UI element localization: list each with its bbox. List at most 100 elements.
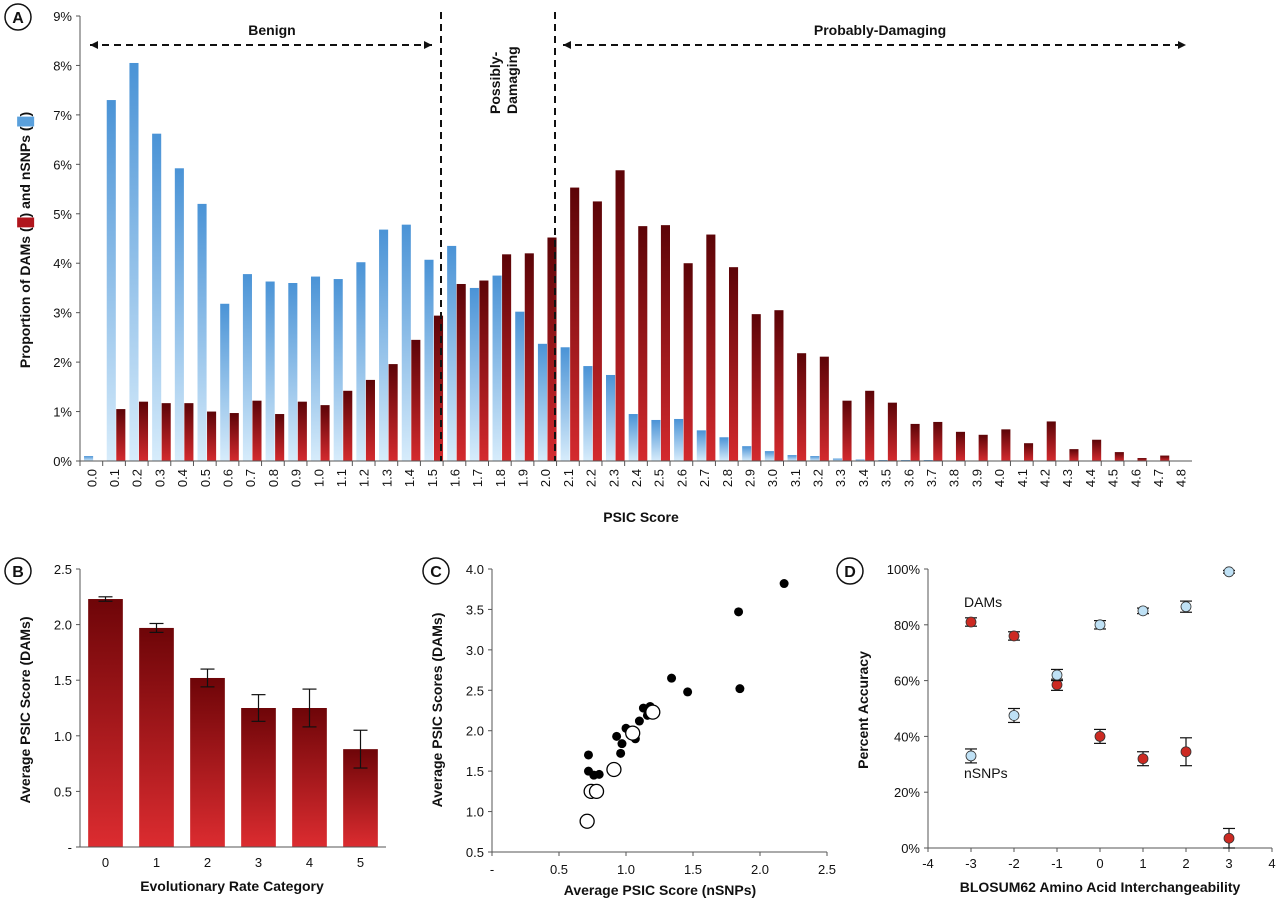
panel-d-letter: D bbox=[844, 564, 856, 581]
panel-d-y-tick-label: 100% bbox=[887, 562, 921, 577]
panel-a-bar-nsnp bbox=[197, 203, 207, 461]
panel-a-bar-dam bbox=[207, 411, 217, 461]
panel-c-letter: C bbox=[430, 564, 442, 581]
panel-a-x-tick-label: 4.6 bbox=[1128, 469, 1143, 487]
panel-a-x-tick-label: 1.4 bbox=[402, 469, 417, 487]
panel-b-x-tick-label: 0 bbox=[102, 855, 109, 870]
panel-a-x-tick-label: 1.8 bbox=[493, 469, 508, 487]
panel-b-x-tick-label: 1 bbox=[153, 855, 160, 870]
panel-b-bar-chart: B - 0.5 1.0 1.5 2.0 2.5 0 1 2 3 4 5 Evolutionary Ra… bbox=[4, 557, 386, 894]
panel-a-x-tick-label: 2.4 bbox=[629, 469, 644, 487]
panel-d-point-nsnps bbox=[965, 750, 977, 762]
panel-a-bar-dam bbox=[547, 237, 557, 461]
panel-c-y-tick-label: 3.5 bbox=[466, 602, 484, 617]
panel-c-y-tick-label: 1.0 bbox=[466, 805, 484, 820]
panel-a-bar-dam bbox=[683, 263, 693, 461]
panel-c-point-filled bbox=[683, 687, 693, 697]
panel-a-x-tick-label: 2.5 bbox=[652, 469, 667, 487]
panel-a-bar-nsnp bbox=[719, 437, 729, 461]
panel-a-bar-nsnp bbox=[810, 456, 820, 461]
panel-a-x-tick-label: 3.1 bbox=[788, 469, 803, 487]
panel-a-x-tick-label: 2.0 bbox=[538, 469, 553, 487]
panel-c-point-filled bbox=[667, 673, 677, 683]
panel-c-badge bbox=[422, 557, 450, 585]
panel-a-bar-nsnp bbox=[333, 279, 343, 461]
panel-d-x-tick-label: -3 bbox=[965, 856, 977, 871]
panel-b-y-tick-label: 2.0 bbox=[54, 618, 72, 633]
panel-d-x-axis-label: BLOSUM62 Amino Acid Interchangeability bbox=[960, 879, 1241, 895]
panel-b-x-tick-label: 4 bbox=[306, 855, 313, 870]
panel-a-x-tick-label: 4.8 bbox=[1174, 469, 1189, 487]
panel-a-bar-dam bbox=[729, 267, 739, 461]
panel-d-point-nsnps bbox=[1008, 710, 1020, 721]
panel-a-x-tick-label: 1.3 bbox=[379, 469, 394, 487]
panel-a-x-tick-label: 2.7 bbox=[697, 469, 712, 487]
panel-a-bar-nsnp bbox=[310, 276, 321, 461]
panel-a-bar-nsnp bbox=[696, 430, 706, 461]
panel-c-y-tick-label: 2.0 bbox=[466, 724, 484, 739]
panel-a-bar-nsnp bbox=[560, 347, 570, 461]
panel-c-point-open bbox=[579, 813, 595, 829]
panel-a-bar-nsnp bbox=[515, 311, 525, 461]
panel-c-point-open bbox=[588, 783, 605, 800]
panel-a-bar-dam bbox=[138, 401, 149, 461]
panel-a-x-tick-label: 3.2 bbox=[811, 469, 826, 487]
panel-a-x-tick-label: 0.9 bbox=[289, 469, 304, 487]
panel-b-bar bbox=[241, 708, 276, 847]
panel-c-y-tick-label: 1.5 bbox=[466, 764, 484, 779]
panel-a-bar-dam bbox=[479, 280, 489, 461]
panel-a-letter: A bbox=[12, 10, 24, 27]
panel-a-bar-dam bbox=[887, 402, 897, 461]
panel-a-x-tick-label: 0.3 bbox=[152, 469, 167, 487]
panel-a-x-axis-label: PSIC Score bbox=[603, 509, 679, 525]
panel-b-y-tick-label: 1.0 bbox=[54, 729, 72, 744]
panel-d-point-nsnps bbox=[1180, 601, 1192, 613]
panel-a-x-tick-label: 2.9 bbox=[742, 469, 757, 487]
panel-b-x-tick-label: 5 bbox=[357, 855, 364, 870]
panel-d-badge bbox=[836, 557, 864, 585]
panel-a-x-tick-label: 4.2 bbox=[1037, 469, 1052, 487]
panel-a-x-tick-label: 2.2 bbox=[584, 469, 599, 487]
panel-c-point-filled bbox=[583, 750, 593, 760]
panel-a-bar-dam bbox=[819, 356, 829, 461]
panel-b-bar bbox=[139, 627, 174, 847]
panel-c-point-filled bbox=[779, 579, 789, 589]
panel-a-bar-dam bbox=[1046, 421, 1056, 461]
panel-a-bar-dam bbox=[1001, 429, 1011, 461]
panel-a-bar-nsnp bbox=[764, 451, 774, 461]
panel-d-y-tick-label: 20% bbox=[894, 785, 920, 800]
panel-a-bar-nsnp bbox=[220, 303, 230, 461]
panel-d-point-dams bbox=[1008, 630, 1020, 642]
panel-c-point-open bbox=[625, 725, 641, 741]
panel-c-y-axis-label: Average PSIC Scores (DAMs) bbox=[429, 613, 445, 808]
panel-a-bar-dam bbox=[1024, 443, 1034, 461]
panel-c-x-tick-label: 0.5 bbox=[550, 862, 568, 877]
panel-a-bar-nsnp bbox=[492, 275, 502, 461]
panel-d-point-nsnps bbox=[1051, 669, 1063, 681]
panel-a-bar-nsnp bbox=[651, 419, 661, 461]
panel-a-x-tick-label: 1.9 bbox=[516, 469, 531, 487]
panel-b-x-axis-label: Evolutionary Rate Category bbox=[140, 878, 324, 894]
panel-c-x-tick-label: 2.0 bbox=[751, 862, 769, 877]
panel-a-bar-dam bbox=[955, 431, 966, 461]
panel-a-bar-dam bbox=[320, 405, 330, 461]
panel-d-point-nsnps bbox=[1094, 619, 1106, 631]
panel-a-bar-dam bbox=[933, 421, 943, 461]
panel-a-bar-dam bbox=[1069, 449, 1079, 461]
panel-a-bar-dam bbox=[638, 226, 648, 461]
panel-c-y-tick-label: 4.0 bbox=[466, 562, 484, 577]
panel-a-bar-nsnp bbox=[447, 245, 457, 461]
panel-a-bar-dam bbox=[774, 310, 784, 461]
panel-a-x-tick-label: 2.8 bbox=[720, 469, 735, 487]
panel-a-bar-dam bbox=[592, 201, 602, 461]
panel-c-point-filled bbox=[594, 769, 604, 779]
panel-d-y-tick-label: 0% bbox=[901, 841, 920, 856]
panel-a-bar-nsnp bbox=[832, 458, 843, 461]
panel-a-bar-dam bbox=[229, 413, 239, 461]
panel-b-bar bbox=[88, 599, 123, 847]
panel-a-bar-dam bbox=[343, 390, 353, 461]
panel-a-x-tick-label: 0.1 bbox=[107, 469, 122, 487]
panel-d-point-dams bbox=[1223, 832, 1235, 844]
panel-a-x-tick-label: 4.1 bbox=[1015, 469, 1030, 487]
